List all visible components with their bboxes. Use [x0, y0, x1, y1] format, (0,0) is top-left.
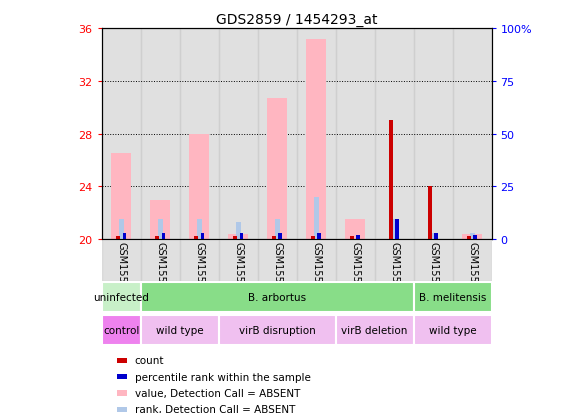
FancyBboxPatch shape	[414, 316, 492, 345]
Bar	[118, 407, 127, 412]
Bar	[141, 240, 180, 281]
Bar	[434, 233, 438, 240]
Bar	[297, 29, 336, 240]
Bar	[453, 240, 492, 281]
Bar	[462, 234, 482, 240]
Bar	[219, 240, 258, 281]
FancyBboxPatch shape	[102, 282, 141, 312]
FancyBboxPatch shape	[102, 316, 141, 345]
Text: GSM155254: GSM155254	[350, 242, 360, 301]
Bar	[141, 29, 180, 240]
Bar	[297, 240, 336, 281]
Bar	[306, 39, 326, 240]
FancyBboxPatch shape	[414, 282, 492, 312]
Text: GSM155256: GSM155256	[428, 242, 438, 301]
Bar	[453, 29, 492, 240]
Bar	[228, 234, 248, 240]
Bar	[389, 121, 393, 240]
Bar	[158, 220, 163, 240]
Bar	[118, 358, 127, 363]
Bar	[431, 233, 436, 240]
Text: wild type: wild type	[156, 325, 203, 335]
Text: wild type: wild type	[429, 325, 476, 335]
Bar	[189, 134, 209, 240]
Bar	[116, 236, 120, 240]
Text: percentile rank within the sample: percentile rank within the sample	[135, 372, 311, 382]
FancyBboxPatch shape	[219, 316, 336, 345]
Bar	[111, 154, 131, 240]
Text: GSM155248: GSM155248	[155, 242, 165, 301]
Bar	[336, 29, 375, 240]
Text: uninfected: uninfected	[93, 292, 149, 302]
Bar	[258, 240, 297, 281]
Bar	[150, 200, 170, 240]
Text: count: count	[135, 355, 164, 365]
Text: GSM155251: GSM155251	[233, 242, 243, 301]
FancyBboxPatch shape	[336, 316, 414, 345]
Bar	[155, 236, 159, 240]
Bar	[392, 220, 397, 240]
Bar	[279, 233, 282, 240]
Text: control: control	[103, 325, 140, 335]
Bar	[473, 235, 477, 240]
Text: value, Detection Call = ABSENT: value, Detection Call = ABSENT	[135, 388, 300, 398]
Text: GSM155249: GSM155249	[194, 242, 204, 301]
Bar	[240, 233, 243, 240]
Bar	[119, 220, 124, 240]
Bar	[318, 233, 321, 240]
Bar	[311, 236, 315, 240]
FancyBboxPatch shape	[141, 282, 414, 312]
Text: B. arbortus: B. arbortus	[248, 292, 306, 302]
Bar	[272, 236, 276, 240]
Bar	[428, 187, 432, 240]
Text: B. melitensis: B. melitensis	[419, 292, 486, 302]
Bar	[201, 233, 204, 240]
Text: virB disruption: virB disruption	[239, 325, 315, 335]
Bar	[118, 374, 127, 379]
Bar	[275, 220, 280, 240]
Bar	[180, 29, 219, 240]
Bar	[162, 233, 165, 240]
Text: GSM155252: GSM155252	[272, 242, 282, 301]
Bar	[267, 99, 287, 240]
Text: GSM155255: GSM155255	[389, 242, 399, 301]
Bar	[375, 29, 414, 240]
Bar	[470, 233, 475, 240]
Bar	[102, 240, 141, 281]
Bar	[314, 197, 319, 240]
Bar	[118, 390, 127, 396]
Bar	[467, 237, 471, 240]
Bar	[375, 240, 414, 281]
Bar	[194, 236, 198, 240]
Bar	[336, 240, 375, 281]
Bar	[414, 240, 453, 281]
Bar	[396, 220, 399, 240]
Title: GDS2859 / 1454293_at: GDS2859 / 1454293_at	[216, 12, 377, 26]
Text: virB deletion: virB deletion	[341, 325, 408, 335]
FancyBboxPatch shape	[141, 316, 219, 345]
Bar	[123, 233, 126, 240]
Text: GSM155257: GSM155257	[467, 242, 477, 301]
Text: GSM155205: GSM155205	[116, 242, 126, 301]
Bar	[350, 237, 354, 240]
Bar	[102, 29, 141, 240]
Text: GSM155253: GSM155253	[311, 242, 321, 301]
Bar	[219, 29, 258, 240]
Bar	[180, 240, 219, 281]
Bar	[236, 223, 241, 240]
Bar	[233, 237, 237, 240]
Text: rank, Detection Call = ABSENT: rank, Detection Call = ABSENT	[135, 404, 295, 413]
Bar	[357, 235, 360, 240]
Bar	[197, 220, 202, 240]
Bar	[258, 29, 297, 240]
Bar	[345, 220, 365, 240]
Bar	[414, 29, 453, 240]
